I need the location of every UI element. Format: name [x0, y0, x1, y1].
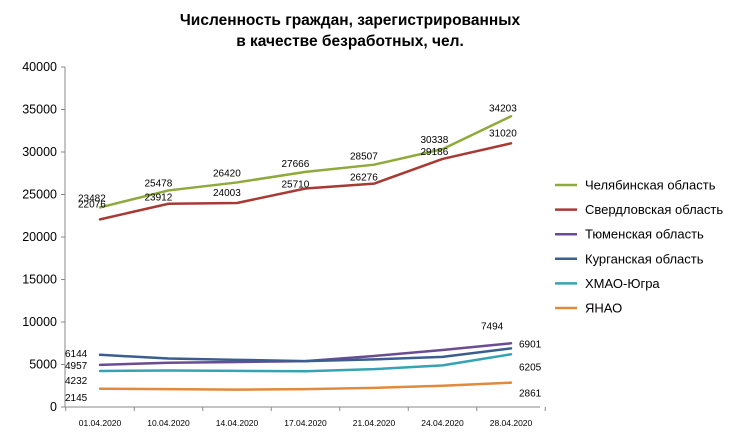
- data-label: 24003: [213, 188, 241, 199]
- y-tick-label: 40000: [22, 60, 57, 74]
- x-tick-label: 14.04.2020: [216, 418, 259, 428]
- data-label: 6144: [65, 349, 88, 360]
- legend-label-3: Тюменская область: [585, 227, 704, 242]
- series-line-1: [98, 115, 513, 209]
- y-tick-label: 5000: [29, 358, 57, 372]
- data-label: 23482: [78, 193, 106, 204]
- chart-title-line-1: Численность граждан, зарегистрированных: [179, 12, 521, 29]
- data-label: 25478: [145, 178, 173, 189]
- x-tick-label: 17.04.2020: [284, 418, 327, 428]
- data-label: 34203: [489, 103, 517, 114]
- data-label: 2861: [519, 389, 542, 400]
- data-label: 6205: [519, 362, 542, 373]
- x-tick-label: 28.04.2020: [490, 418, 533, 428]
- x-tick-label: 10.04.2020: [147, 418, 190, 428]
- data-label: 23912: [145, 193, 173, 204]
- y-tick-label: 25000: [22, 188, 57, 202]
- y-tick-label: 10000: [22, 315, 57, 329]
- y-tick-label: 35000: [22, 103, 57, 117]
- x-tick-label: 24.04.2020: [421, 418, 464, 428]
- data-labels: 23482 25478 26420 27666 28507 30338 34203 22076…: [65, 103, 542, 403]
- data-label: 29186: [421, 147, 449, 158]
- data-label: 27666: [282, 159, 310, 170]
- legend-label-1: Челябинская область: [585, 178, 716, 193]
- series-line-2: [98, 142, 513, 221]
- data-label: 4957: [65, 361, 88, 372]
- data-label: 22076: [78, 199, 106, 210]
- data-label: 25710: [282, 179, 310, 190]
- data-label: 6901: [519, 339, 542, 350]
- data-label: 30338: [421, 135, 449, 146]
- data-label: 31020: [489, 128, 517, 139]
- x-tick-label: 01.04.2020: [79, 418, 122, 428]
- legend-label-4: Курганская область: [585, 251, 704, 266]
- series-line-4: [98, 347, 513, 363]
- data-label: 4232: [65, 376, 88, 387]
- legend: Челябинская область Свердловская область Т…: [555, 178, 723, 316]
- legend-label-2: Свердловская область: [585, 202, 723, 217]
- y-tick-label: 30000: [22, 145, 57, 159]
- y-tick-label: 0: [50, 400, 57, 414]
- y-tick-label: 20000: [22, 230, 57, 244]
- data-label: 7494: [481, 321, 504, 332]
- data-label: 2145: [65, 393, 88, 404]
- x-tick-label: 21.04.2020: [353, 418, 396, 428]
- legend-label-5: ХМАО-Югра: [585, 276, 660, 291]
- chart-title-line-2: в качестве безработных, чел.: [236, 33, 464, 50]
- chart-title: Численность граждан, зарегистрированных …: [0, 10, 700, 52]
- series-line-6: [98, 381, 513, 391]
- series-lines: [98, 115, 513, 391]
- data-label: 26276: [350, 173, 378, 184]
- data-label: 26420: [213, 168, 241, 179]
- data-label: 28507: [350, 152, 378, 163]
- series-line-5: [98, 353, 513, 373]
- axes: 0 5000 10000 15000 20000 25000 30000 35000 40000…: [22, 60, 546, 428]
- y-tick-label: 15000: [22, 273, 57, 287]
- legend-label-6: ЯНАО: [585, 301, 622, 316]
